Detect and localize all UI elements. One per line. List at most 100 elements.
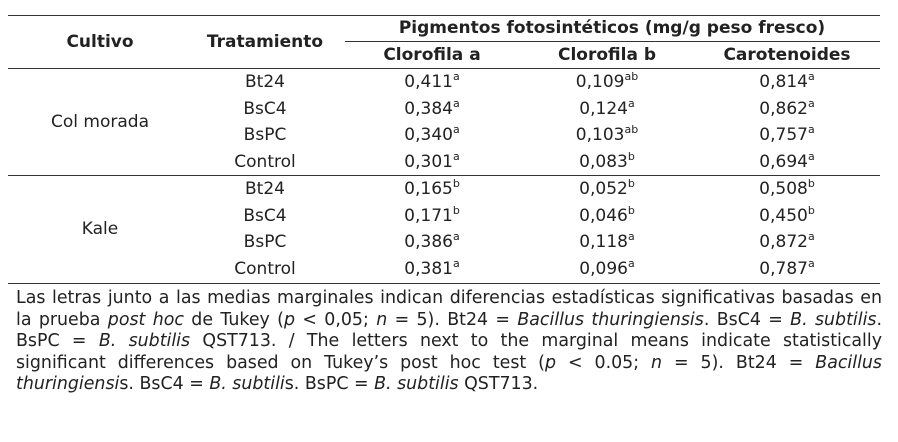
cell-value: 0,165 xyxy=(404,179,453,199)
cell-letter: a xyxy=(807,96,815,110)
cell-value: 0,109 xyxy=(575,72,625,92)
cell: 0,165b xyxy=(404,177,460,199)
row-label: BsC4 xyxy=(243,98,287,119)
cell-letter: a xyxy=(807,257,815,271)
footnote-text: p xyxy=(283,309,295,330)
cell-value: 0,171 xyxy=(404,205,453,226)
rule xyxy=(8,68,880,69)
footnote-text: . BsPC = xyxy=(16,309,883,352)
cell: 0,386a xyxy=(404,230,460,253)
cell-letter: a xyxy=(452,150,460,164)
row-label: BsPC xyxy=(243,232,287,253)
footnote-text: s. BsC4 = xyxy=(119,374,210,395)
cell: 0,083b xyxy=(579,151,635,173)
row-label: BsC4 xyxy=(243,205,287,226)
footnote-text: B. subtilis xyxy=(790,309,877,330)
cell-value: 0,694 xyxy=(759,152,808,173)
cell-letter: a xyxy=(807,230,815,244)
cell: 0,411a xyxy=(404,71,459,92)
cell-value: 0,124 xyxy=(579,98,628,119)
cell-letter: b xyxy=(452,203,460,217)
cell-value: 0,787 xyxy=(759,259,808,280)
footnote-text: Bacillus thuringiensis xyxy=(517,309,704,330)
cell: 0,124a xyxy=(579,98,634,119)
rule xyxy=(8,283,880,284)
footnote-text: post hoc xyxy=(107,309,184,330)
cell-value: 0,757 xyxy=(759,125,808,146)
footnote-text: n xyxy=(651,352,663,373)
header-cell: Cultivo xyxy=(66,32,134,52)
footnote-text: < 0.05; xyxy=(556,352,652,373)
cell: 0,340a xyxy=(404,123,460,146)
cell: 0,052b xyxy=(579,177,635,199)
cell-value: 0,384 xyxy=(404,98,453,119)
cell-letter: a xyxy=(807,150,815,164)
cell-letter: b xyxy=(807,177,815,190)
cell-value: 0,381 xyxy=(404,259,453,280)
header-group: Pigmentos fotosintéticos (mg/g peso fres… xyxy=(398,18,826,38)
cell-value: 0,386 xyxy=(404,232,453,253)
footnote-text: B. subtilis xyxy=(98,331,191,352)
cell-value: 0,118 xyxy=(579,232,628,253)
cell-value: 0,814 xyxy=(759,72,808,92)
cell: 0,118a xyxy=(579,230,635,253)
footnote-text: B. subtilis xyxy=(374,374,459,395)
footnote-text: Bacillus thuringiensi xyxy=(16,352,882,395)
cell: 0,046b xyxy=(579,203,635,226)
cell-letter: b xyxy=(807,203,815,217)
cell: 0,381a xyxy=(404,257,460,280)
cell-value: 0,096 xyxy=(579,259,628,280)
footnote-text: Las letras junto a las medias marginales… xyxy=(16,288,882,330)
header-cell: Clorofila a xyxy=(383,45,481,65)
cell: 0,862a xyxy=(759,96,815,119)
row-label: Bt24 xyxy=(245,179,285,199)
cell-letter: a xyxy=(627,230,635,244)
footnote-text: de Tukey ( xyxy=(183,309,284,330)
footnote-text: B. subtili xyxy=(209,374,285,395)
cell: 0,171b xyxy=(404,203,460,226)
footnote-text: < 0,05; xyxy=(295,309,377,330)
footnote-text: . BsC4 = xyxy=(703,309,791,330)
footnote-text: p xyxy=(544,352,557,373)
group-label: Kale xyxy=(81,219,119,240)
cell: 0,757a xyxy=(759,124,814,146)
cell: 0,872a xyxy=(759,230,815,253)
header-cell: Tratamiento xyxy=(206,32,324,52)
footnote: Las letras junto a las medias marginales… xyxy=(16,288,882,396)
cell-value: 0,411 xyxy=(404,72,453,92)
cell-letter: b xyxy=(627,177,635,190)
cell-letter: a xyxy=(452,230,460,244)
cell-value: 0,103 xyxy=(575,125,625,146)
cell-letter: b xyxy=(452,177,460,190)
cell-value: 0,301 xyxy=(404,152,453,173)
cell-value: 0,862 xyxy=(759,98,808,119)
cell: 0,450b xyxy=(759,203,815,226)
cell-value: 0,508 xyxy=(759,179,808,199)
group-label: Col morada xyxy=(51,112,149,133)
rule xyxy=(345,41,880,42)
cell: 0,103ab xyxy=(575,123,639,146)
cell-letter: ab xyxy=(624,123,639,137)
row-label: Control xyxy=(234,152,296,173)
row-label: Control xyxy=(234,259,296,280)
footnote-text: QST713. xyxy=(458,374,539,395)
cell-letter: a xyxy=(452,123,460,137)
rule xyxy=(8,175,880,176)
cell-letter: a xyxy=(452,257,460,271)
cell-letter: a xyxy=(452,96,460,110)
cell-value: 0,340 xyxy=(404,125,453,146)
cell-value: 0,083 xyxy=(579,152,628,173)
footnote-text: = 5). Bt24 = xyxy=(387,309,518,330)
header-cell: Carotenoides xyxy=(723,45,851,65)
cell: 0,694a xyxy=(759,150,815,173)
cell: 0,096a xyxy=(579,258,634,280)
cell-letter: b xyxy=(627,203,635,217)
cell: 0,301a xyxy=(404,150,460,173)
cell-letter: a xyxy=(807,70,815,83)
footnote-text: QST713. / The letters next to the margin… xyxy=(16,331,883,373)
cell: 0,109ab xyxy=(575,71,638,92)
footnote-text: s. BsPC = xyxy=(284,374,375,395)
footnote-text: = 5). Bt24 = xyxy=(662,352,816,373)
cell-value: 0,872 xyxy=(759,232,808,253)
